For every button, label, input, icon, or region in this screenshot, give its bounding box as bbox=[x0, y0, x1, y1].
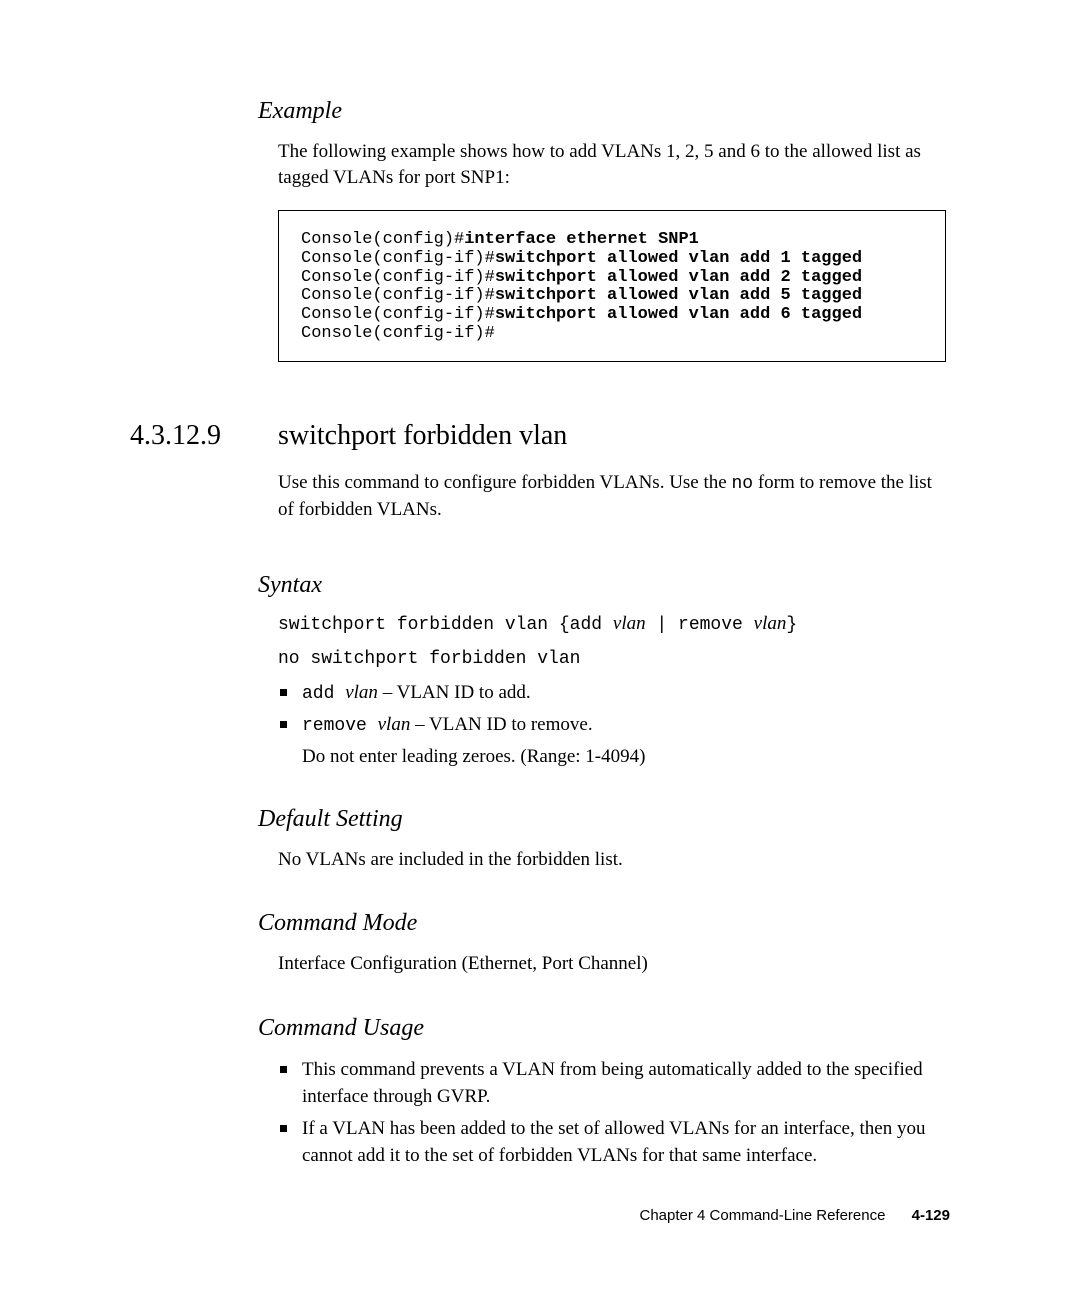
section-number: 4.3.12.9 bbox=[130, 420, 232, 452]
list-item: remove vlan – VLAN ID to remove. bbox=[278, 711, 950, 739]
code-example-box: Console(config)#interface ethernet SNP1 … bbox=[278, 210, 946, 362]
syntax-item-1-rest: – VLAN ID to remove. bbox=[410, 714, 592, 735]
default-setting-heading: Default Setting bbox=[258, 806, 950, 833]
syntax-vlan2: vlan bbox=[754, 613, 787, 634]
list-item: This command prevents a VLAN from being … bbox=[278, 1056, 950, 1111]
list-item: If a VLAN has been added to the set of a… bbox=[278, 1115, 950, 1170]
code-line-3-prefix: Console(config-if)# bbox=[301, 286, 495, 305]
section-desc-code: no bbox=[731, 474, 753, 494]
syntax-item-0-rest: – VLAN ID to add. bbox=[378, 682, 531, 703]
command-mode-heading: Command Mode bbox=[258, 910, 950, 937]
syntax-item-1-code: remove bbox=[302, 716, 378, 736]
code-line-4-prefix: Console(config-if)# bbox=[301, 305, 495, 324]
command-usage-list: This command prevents a VLAN from being … bbox=[278, 1056, 950, 1170]
page-footer: Chapter 4 Command-Line Reference 4-129 bbox=[639, 1207, 950, 1224]
section-heading-row: 4.3.12.9 switchport forbidden vlan bbox=[130, 420, 950, 452]
syntax-cmd: switchport forbidden vlan bbox=[278, 615, 548, 635]
syntax-line-2: no switchport forbidden vlan bbox=[278, 649, 950, 669]
syntax-sep: | bbox=[646, 615, 678, 635]
code-line-5-prefix: Console(config-if)# bbox=[301, 324, 495, 343]
command-mode-text: Interface Configuration (Ethernet, Port … bbox=[278, 951, 950, 977]
syntax-heading: Syntax bbox=[258, 572, 950, 599]
footer-page-number: 4-129 bbox=[912, 1207, 950, 1224]
code-line-2-prefix: Console(config-if)# bbox=[301, 268, 495, 287]
code-example: Console(config)#interface ethernet SNP1 … bbox=[301, 231, 923, 343]
page: Example The following example shows how … bbox=[0, 0, 1080, 1296]
syntax-item-0-code: add bbox=[302, 684, 345, 704]
section-desc-pre: Use this command to configure forbidden … bbox=[278, 472, 731, 493]
section-description: Use this command to configure forbidden … bbox=[278, 470, 950, 522]
example-heading: Example bbox=[258, 98, 950, 125]
code-line-0-bold: interface ethernet SNP1 bbox=[464, 230, 699, 249]
syntax-add: add bbox=[570, 615, 613, 635]
code-line-3-bold: switchport allowed vlan add 5 tagged bbox=[495, 286, 862, 305]
example-intro: The following example shows how to add V… bbox=[278, 139, 950, 190]
code-line-4-bold: switchport allowed vlan add 6 tagged bbox=[495, 305, 862, 324]
footer-chapter: Chapter 4 Command-Line Reference bbox=[639, 1207, 885, 1224]
syntax-remove: remove bbox=[678, 615, 754, 635]
default-setting-text: No VLANs are included in the forbidden l… bbox=[278, 847, 950, 873]
syntax-line-1: switchport forbidden vlan {add vlan | re… bbox=[278, 613, 950, 635]
code-line-0-prefix: Console(config)# bbox=[301, 230, 464, 249]
section-title: switchport forbidden vlan bbox=[278, 420, 567, 452]
syntax-item-1-ital: vlan bbox=[378, 714, 411, 735]
command-usage-heading: Command Usage bbox=[258, 1015, 950, 1042]
syntax-vlan1: vlan bbox=[613, 613, 646, 634]
code-line-1-bold: switchport allowed vlan add 1 tagged bbox=[495, 249, 862, 268]
syntax-note: Do not enter leading zeroes. (Range: 1-4… bbox=[302, 746, 950, 768]
code-line-1-prefix: Console(config-if)# bbox=[301, 249, 495, 268]
syntax-item-list: add vlan – VLAN ID to add. remove vlan –… bbox=[278, 679, 950, 739]
syntax-item-0-ital: vlan bbox=[345, 682, 378, 703]
syntax-brace-open: { bbox=[559, 615, 570, 635]
list-item: add vlan – VLAN ID to add. bbox=[278, 679, 950, 707]
syntax-brace-close: } bbox=[786, 615, 797, 635]
code-line-2-bold: switchport allowed vlan add 2 tagged bbox=[495, 268, 862, 287]
